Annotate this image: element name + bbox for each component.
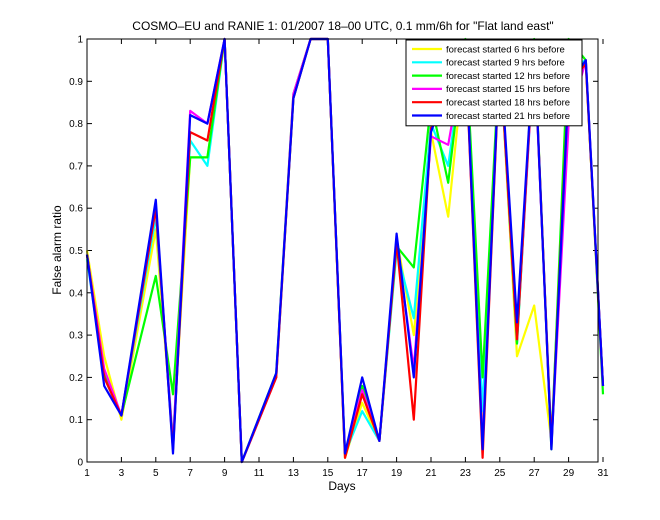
x-tick-label: 9 <box>222 468 228 479</box>
x-tick-label: 25 <box>494 468 506 479</box>
y-tick-label: 0.5 <box>69 246 83 257</box>
y-tick-label: 0.1 <box>69 415 83 426</box>
legend-label-5: forecast started 18 hrs before <box>446 98 570 109</box>
x-tick-label: 13 <box>288 468 300 479</box>
legend-box <box>405 39 583 127</box>
y-tick-label: 0.4 <box>69 288 83 299</box>
x-tick-label: 17 <box>357 468 369 479</box>
x-tick-label: 1 <box>84 468 90 479</box>
y-tick-label: 0.3 <box>69 331 83 342</box>
x-tick-label: 5 <box>153 468 159 479</box>
chart-title: COSMO–EU and RANIE 1: 01/2007 18–00 UTC,… <box>132 19 553 33</box>
plot-frame <box>86 38 599 463</box>
x-tick-label: 3 <box>119 468 125 479</box>
y-tick-label: 0.7 <box>69 161 83 172</box>
legend-label-4: forecast started 15 hrs before <box>446 84 570 95</box>
x-tick-label: 27 <box>529 468 541 479</box>
y-tick-label: 0 <box>77 458 83 469</box>
y-tick-label: 0.8 <box>69 119 83 130</box>
legend-label-1: forecast started 6 hrs before <box>446 44 565 55</box>
x-tick-label: 29 <box>563 468 575 479</box>
series-layer <box>85 37 605 464</box>
y-tick-labels: 0 0.1 0.2 0.3 0.4 0.5 0.6 0.7 0.8 0.9 1 <box>69 35 83 469</box>
y-tick-label: 0.9 <box>69 77 83 88</box>
x-tick-label: 19 <box>391 468 403 479</box>
legend-label-3: forecast started 12 hrs before <box>446 71 570 82</box>
x-tick-label: 7 <box>187 468 193 479</box>
x-tick-labels: 1 3 5 7 9 11 13 15 17 19 21 23 25 27 29 31 <box>84 468 609 479</box>
x-tick-label: 15 <box>322 468 334 479</box>
y-axis-label: False alarm ratio <box>50 205 64 295</box>
x-tick-label: 21 <box>425 468 437 479</box>
x-tick-label: 23 <box>460 468 472 479</box>
series-line-6 <box>85 37 605 464</box>
x-tick-label: 31 <box>597 468 609 479</box>
legend-label-2: forecast started 9 hrs before <box>446 58 565 69</box>
legend: forecast started 6 hrs before forecast st… <box>405 39 583 127</box>
y-tick-label: 0.6 <box>69 204 83 215</box>
x-tick-label: 11 <box>254 468 265 479</box>
legend-label-6: forecast started 21 hrs before <box>446 111 570 122</box>
y-tick-label: 0.2 <box>69 373 83 384</box>
y-tick-label: 1 <box>77 35 83 46</box>
x-axis-label: Days <box>328 479 355 493</box>
